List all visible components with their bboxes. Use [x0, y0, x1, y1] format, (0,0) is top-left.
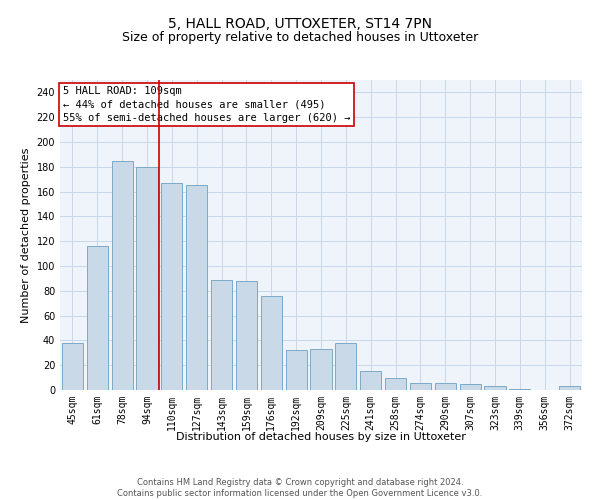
Bar: [410, 382, 431, 390]
Bar: [509, 389, 530, 390]
Text: Contains HM Land Registry data © Crown copyright and database right 2024.
Contai: Contains HM Land Registry data © Crown c…: [118, 478, 482, 498]
Bar: [261, 296, 282, 390]
Text: Distribution of detached houses by size in Uttoxeter: Distribution of detached houses by size …: [176, 432, 466, 442]
Bar: [236, 281, 257, 390]
Bar: [360, 372, 381, 390]
Text: 5, HALL ROAD, UTTOXETER, ST14 7PN: 5, HALL ROAD, UTTOXETER, ST14 7PN: [168, 18, 432, 32]
Bar: [559, 386, 580, 390]
Bar: [460, 384, 481, 390]
Bar: [211, 280, 232, 390]
Text: 5 HALL ROAD: 109sqm
← 44% of detached houses are smaller (495)
55% of semi-detac: 5 HALL ROAD: 109sqm ← 44% of detached ho…: [62, 86, 350, 122]
Bar: [186, 186, 207, 390]
Bar: [112, 160, 133, 390]
Bar: [62, 343, 83, 390]
Bar: [87, 246, 108, 390]
Bar: [335, 343, 356, 390]
Bar: [310, 349, 332, 390]
Bar: [435, 382, 456, 390]
Y-axis label: Number of detached properties: Number of detached properties: [21, 148, 31, 322]
Bar: [484, 386, 506, 390]
Bar: [286, 350, 307, 390]
Bar: [136, 167, 158, 390]
Text: Size of property relative to detached houses in Uttoxeter: Size of property relative to detached ho…: [122, 31, 478, 44]
Bar: [385, 378, 406, 390]
Bar: [161, 183, 182, 390]
